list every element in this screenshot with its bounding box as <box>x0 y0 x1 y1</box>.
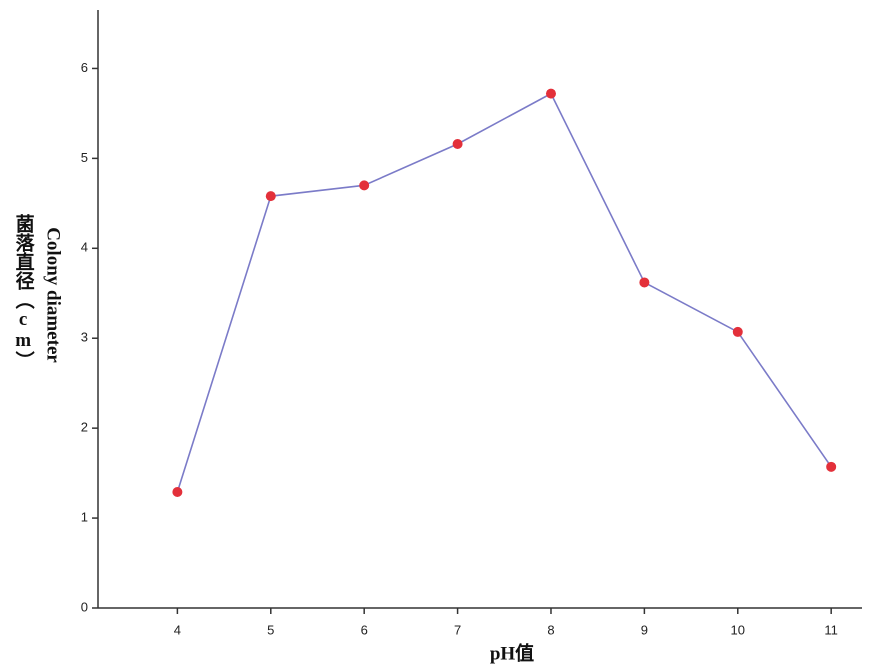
marker <box>826 461 837 472</box>
y-axis-label: Colony diameter <box>43 227 64 363</box>
y-tick-label: 2 <box>81 420 88 435</box>
x-axis-label: pH值 <box>490 641 534 664</box>
marker <box>732 326 743 337</box>
x-tick-label: 5 <box>267 622 274 637</box>
x-tick-label: 4 <box>174 622 181 637</box>
line <box>176 92 832 493</box>
y-tick-label: 4 <box>81 240 88 255</box>
marker <box>639 277 650 288</box>
y-tick-label: 0 <box>81 599 88 614</box>
x-tick-label: 9 <box>641 622 648 637</box>
marker <box>452 138 463 149</box>
x-tick-label: 10 <box>731 622 745 637</box>
x-tick-label: 6 <box>361 622 368 637</box>
marker <box>172 486 183 497</box>
y-tick-label: 1 <box>81 510 88 525</box>
y-tick-label: 5 <box>81 150 88 165</box>
x-tick-label: 11 <box>824 622 838 637</box>
y-axis-label: 菌落直径（cm） <box>13 213 35 370</box>
marker <box>265 191 276 202</box>
x-tick-label: 7 <box>454 622 461 637</box>
x-tick-label: 8 <box>547 622 554 637</box>
marker <box>545 88 556 99</box>
y-tick-label: 6 <box>81 60 88 75</box>
marker <box>359 180 370 191</box>
y-tick-label: 3 <box>81 330 88 345</box>
